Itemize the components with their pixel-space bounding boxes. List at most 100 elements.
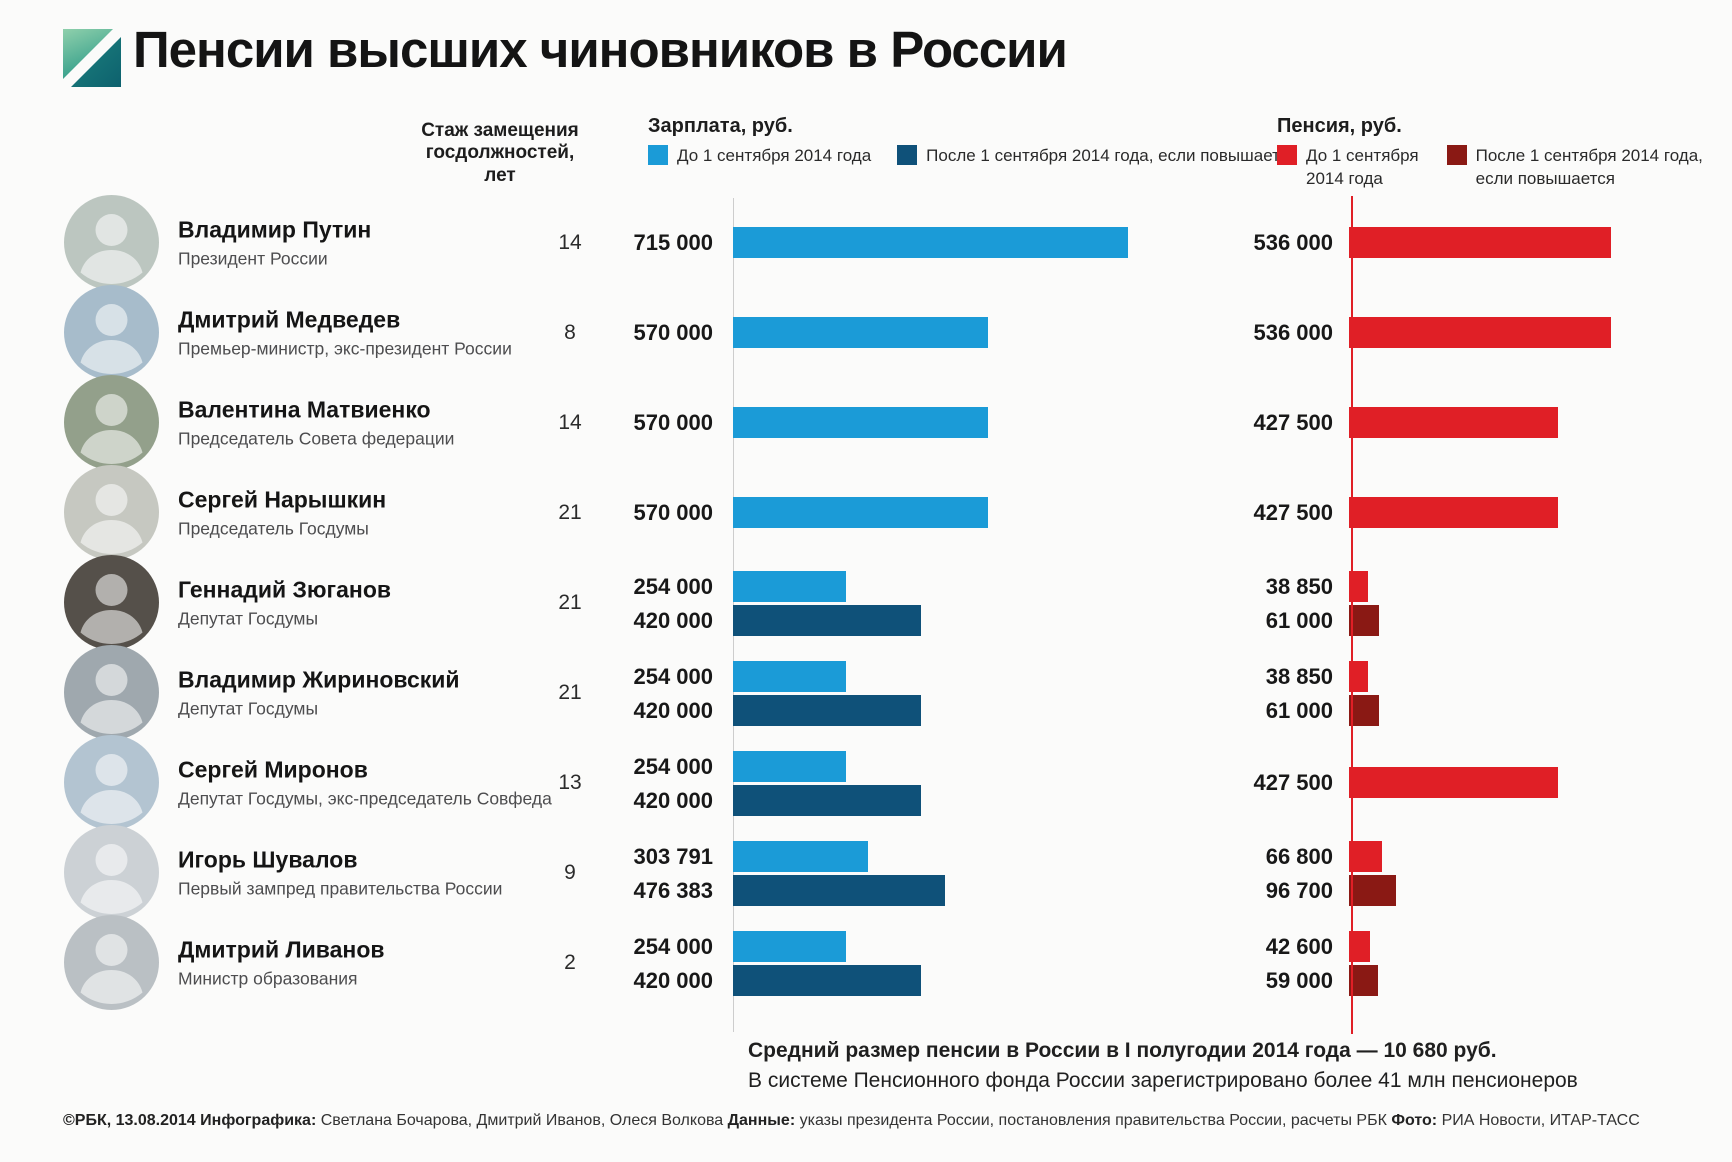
tenure-value: 2 — [564, 951, 576, 974]
person-name: Сергей Миронов — [178, 756, 368, 783]
pension-bar-before — [1349, 767, 1558, 798]
salary-value: 254 000 — [633, 934, 713, 959]
pension-value: 427 500 — [1253, 770, 1333, 795]
person-name: Владимир Путин — [178, 216, 372, 243]
salary-bar-before — [733, 227, 1128, 258]
pension-bar-after — [1349, 965, 1378, 996]
footer-credits: ©РБК, 13.08.2014 Инфографика: Светлана Б… — [63, 1112, 1640, 1130]
person-silhouette-icon — [80, 484, 143, 555]
salary-value: 476 383 — [633, 878, 713, 903]
table-row: Дмитрий Медведев Премьер-министр, экс-пр… — [0, 285, 1732, 380]
salary-bar-after — [733, 875, 945, 906]
pension-bar-before — [1349, 931, 1370, 962]
person-info: Геннадий Зюганов Депутат Госдумы — [178, 577, 391, 630]
pension-value: 42 600 — [1265, 934, 1333, 959]
legend-item: После 1 сентября 2014 года, если повышае… — [1446, 145, 1703, 191]
avatar — [64, 285, 159, 380]
summary-line-1: Средний размер пенсии в России в I полуг… — [748, 1039, 1497, 1062]
salary-bar-before — [733, 407, 988, 438]
tenure-column-header: Стаж замещения госдолжностей, лет — [421, 120, 579, 186]
salary-value: 303 791 — [633, 844, 713, 869]
person-silhouette-icon — [80, 304, 143, 375]
person-info: Дмитрий Ливанов Министр образования — [178, 937, 385, 990]
page-title: Пенсии высших чиновников в России — [133, 21, 1068, 78]
person-title: Председатель Госдумы — [178, 518, 369, 539]
person-silhouette-icon — [80, 754, 143, 825]
person-title: Председатель Совета федерации — [178, 428, 455, 449]
person-name: Валентина Матвиенко — [178, 396, 431, 423]
salary-legend: До 1 сентября 2014 года После 1 сентября… — [648, 145, 1297, 168]
salary-bar-before — [733, 497, 988, 528]
tenure-value: 9 — [564, 861, 576, 884]
footer-photo-label: Фото: — [1391, 1112, 1442, 1129]
footer-copyright: ©РБК, 13.08.2014 — [63, 1112, 196, 1129]
pension-bar-before — [1349, 841, 1382, 872]
footer-data-label: Данные: — [723, 1112, 800, 1129]
tenure-value: 14 — [558, 411, 582, 434]
salary-bar-before — [733, 661, 846, 692]
pension-bar-before — [1349, 407, 1558, 438]
person-title: Депутат Госдумы, экс-председатель Совфед… — [178, 788, 552, 809]
table-row: Валентина Матвиенко Председатель Совета … — [0, 375, 1732, 470]
salary-value: 254 000 — [633, 754, 713, 779]
pension-bar-before — [1349, 497, 1558, 528]
tenure-value: 8 — [564, 321, 576, 344]
pension-column-header: Пенсия, руб. — [1277, 115, 1402, 137]
legend-label: До 1 сентября 2014 года — [677, 146, 872, 165]
avatar — [64, 195, 159, 290]
pension-value: 427 500 — [1253, 410, 1333, 435]
salary-bar-before — [733, 571, 846, 602]
person-info: Сергей Миронов Депутат Госдумы, экс-пред… — [178, 757, 552, 810]
table-row: Владимир Жириновский Депутат Госдумы 21 … — [0, 645, 1732, 740]
person-info: Владимир Жириновский Депутат Госдумы — [178, 667, 460, 720]
salary-value: 570 000 — [633, 500, 713, 525]
salary-value: 254 000 — [633, 574, 713, 599]
pension-value: 61 000 — [1265, 608, 1333, 633]
pension-value: 38 850 — [1265, 574, 1333, 599]
person-silhouette-icon — [80, 394, 143, 465]
person-silhouette-icon — [80, 214, 143, 285]
footer-data-sources: указы президента России, постановления п… — [799, 1112, 1392, 1129]
salary-value: 254 000 — [633, 664, 713, 689]
pension-bar-after — [1349, 605, 1379, 636]
salary-value: 420 000 — [633, 608, 713, 633]
pension-bar-before — [1349, 317, 1611, 348]
summary-note: Средний размер пенсии в России в I полуг… — [748, 1036, 1578, 1096]
tenure-value: 14 — [558, 231, 582, 254]
pension-value: 536 000 — [1253, 320, 1333, 345]
salary-value: 420 000 — [633, 788, 713, 813]
salary-value: 570 000 — [633, 410, 713, 435]
table-row: Сергей Нарышкин Председатель Госдумы 21 … — [0, 465, 1732, 560]
pension-bar-before — [1349, 661, 1368, 692]
person-silhouette-icon — [80, 934, 143, 1005]
tenure-value: 21 — [558, 591, 582, 614]
person-info: Дмитрий Медведев Премьер-министр, экс-пр… — [178, 307, 512, 360]
table-row: Владимир Путин Президент России 14 715 0… — [0, 195, 1732, 290]
footer-infographics-label: Инфографика: — [195, 1112, 321, 1129]
footer-photo-sources: РИА Новости, ИТАР-ТАСС — [1441, 1112, 1640, 1129]
salary-column-header: Зарплата, руб. — [648, 115, 793, 137]
person-name: Сергей Нарышкин — [178, 486, 387, 513]
salary-bar-before — [733, 317, 988, 348]
avatar — [64, 735, 159, 830]
pension-value: 66 800 — [1265, 844, 1333, 869]
pension-axis-line — [1351, 196, 1353, 1034]
person-silhouette-icon — [80, 574, 143, 645]
person-silhouette-icon — [80, 844, 143, 915]
person-name: Дмитрий Медведев — [178, 306, 401, 333]
salary-bar-after — [733, 695, 921, 726]
legend-label: После 1 сентября 2014 года, если повышае… — [1475, 146, 1703, 188]
salary-value: 715 000 — [633, 230, 713, 255]
tenure-value: 21 — [558, 501, 582, 524]
person-name: Владимир Жириновский — [178, 666, 460, 693]
person-name: Дмитрий Ливанов — [178, 936, 385, 963]
person-silhouette-icon — [80, 664, 143, 735]
summary-line-2: В системе Пенсионного фонда России зарег… — [748, 1068, 1578, 1092]
salary-bar-after — [733, 605, 921, 636]
salary-bar-before — [733, 931, 846, 962]
footer-infographics-authors: Светлана Бочарова, Дмитрий Иванов, Олеся… — [320, 1112, 724, 1129]
legend-item: До 1 сентября 2014 года — [1277, 145, 1419, 191]
table-row: Дмитрий Ливанов Министр образования 2 25… — [0, 915, 1732, 1010]
pension-bar-before — [1349, 227, 1611, 258]
